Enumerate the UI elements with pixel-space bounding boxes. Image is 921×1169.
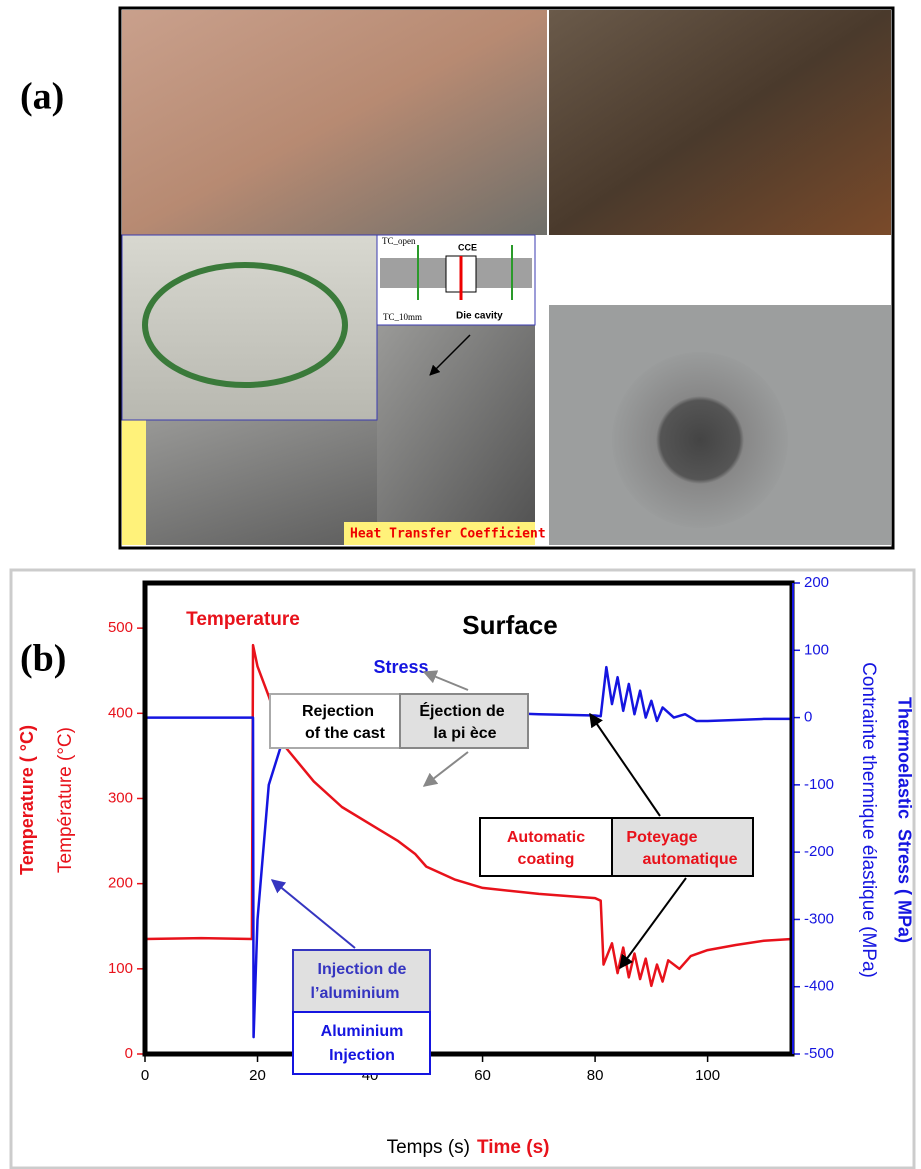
annotation-box [611,817,754,877]
annotation: l’aluminium [311,985,400,1002]
annotation: of the cast [305,725,386,742]
annotation: coating [518,851,575,868]
diagram-label: Die cavity [456,311,503,322]
x-axis-title: Time (s) [477,1137,550,1158]
annotation: Poteyage [626,829,697,846]
y2-tick-label: 100 [804,641,829,658]
annotation: automatique [642,851,737,868]
photo-die-measurement [549,10,891,235]
arrow [429,334,471,376]
x-axis-title: Temps (s) [387,1137,470,1158]
y2-tick-label: 0 [804,709,812,726]
y2-tick-label: -300 [804,910,834,927]
arrow [589,712,661,817]
y-tick-label: 300 [108,789,133,806]
y-tick-label: 500 [108,619,133,636]
legend-label: Stress [373,657,428,677]
arrow [422,670,469,691]
chart-frame [9,568,916,1169]
panel-label: (a) [20,76,64,118]
arrow [270,879,356,949]
x-tick-label: 100 [695,1067,720,1084]
annotation: Éjection de [419,701,504,720]
y2-tick-label: -500 [804,1045,834,1062]
caption: Heat Transfer Coefficient [350,527,546,542]
diagram-label: TC_10mm [383,312,422,322]
annotation-box [399,693,529,749]
arrow [619,877,687,970]
annotation-box [479,817,613,877]
annotation: Injection de [318,961,407,978]
series-line [145,665,792,1039]
chart-title: Surface [462,610,557,640]
y2-tick-label: -400 [804,978,834,995]
y2-tick-label: 200 [804,574,829,591]
y-tick-label: 0 [125,1045,133,1062]
y-tick-label: 400 [108,704,133,721]
y2-tick-label: -100 [804,776,834,793]
annotation: Rejection [302,703,374,720]
y-tick-label: 200 [108,875,133,892]
x-tick-label: 0 [141,1067,149,1084]
caption-box [344,522,535,545]
y2-axis-title: Thermoelastic Stress ( MPa) [894,697,914,943]
diagram-label: TC_open [382,236,416,246]
panel-label: (b) [20,638,66,680]
photo-sensor-in-hand [122,10,547,235]
annotation: Aluminium [321,1023,404,1040]
arrow [422,751,469,787]
annotation: la pi èce [433,725,496,742]
y2-tick-label: -200 [804,843,834,860]
x-tick-label: 80 [587,1067,604,1084]
legend-label: Temperature [186,609,300,630]
photo-die [377,325,535,545]
y-axis-title: Température (°C) [55,727,76,873]
x-tick-label: 60 [474,1067,491,1084]
yellow-strip [122,420,146,545]
y-axis-title: Temperature ( °C) [17,725,37,875]
annotation-box [292,1011,431,1075]
annotation: Automatic [507,829,585,846]
diagram-label: CCE [458,242,477,252]
annotation: Injection [329,1047,395,1064]
x-tick-label: 20 [249,1067,266,1084]
y-tick-label: 100 [108,960,133,977]
cavity-ring [612,352,788,528]
cable-loop [142,262,348,388]
annotation-box [292,949,431,1013]
y2-axis-title: Contrainte thermique élastique (MPa) [858,662,879,978]
